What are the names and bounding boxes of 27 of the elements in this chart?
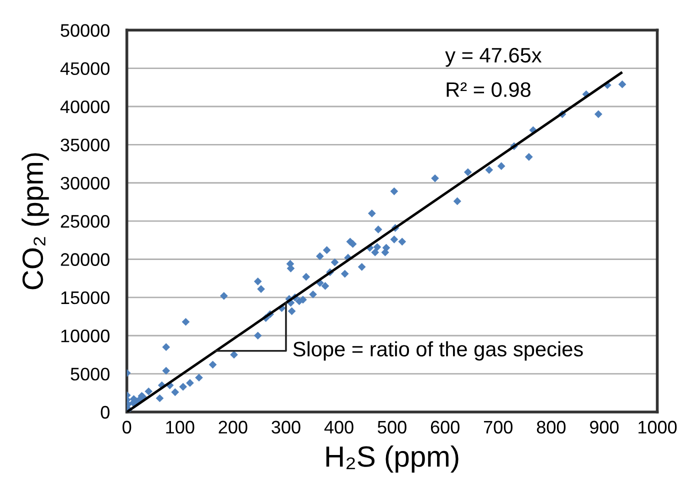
x-tick-label: 600 (430, 420, 460, 434)
x-axis-title: H₂S (ppm) (326, 445, 458, 473)
y-tick-label: 5000 (70, 368, 110, 381)
x-tick-label: 800 (536, 420, 566, 434)
x-tick-label: 0 (122, 420, 132, 434)
x-tick-label: 400 (324, 420, 354, 434)
x-tick-label: 200 (218, 420, 248, 434)
x-tick-label: 300 (272, 420, 300, 434)
y-tick-label: 45000 (60, 62, 110, 76)
x-tick-label: 900 (590, 420, 619, 434)
x-tick-label: 500 (378, 420, 406, 434)
y-tick-label: 20000 (60, 253, 110, 266)
y-tick-label: 15000 (61, 291, 110, 304)
x-tick-label: 700 (484, 420, 513, 434)
x-tick-label: 1000 (638, 420, 677, 434)
annotation: R² = 0.98 (446, 82, 530, 97)
y-tick-label: 35000 (60, 138, 110, 152)
y-tick-label: 40000 (60, 100, 110, 114)
y-tick-label: 0 (100, 406, 110, 419)
y-tick-label: 25000 (60, 215, 110, 228)
y-axis-title: CO₂ (ppm) (22, 153, 49, 290)
x-tick-label: 100 (166, 420, 194, 434)
y-tick-label: 50000 (60, 24, 110, 37)
y-tick-label: 10000 (61, 330, 110, 342)
annotation: y = 47.65x (445, 48, 542, 67)
annotation: Slope = ratio of the gas species (293, 341, 583, 361)
y-tick-label: 30000 (60, 176, 110, 190)
